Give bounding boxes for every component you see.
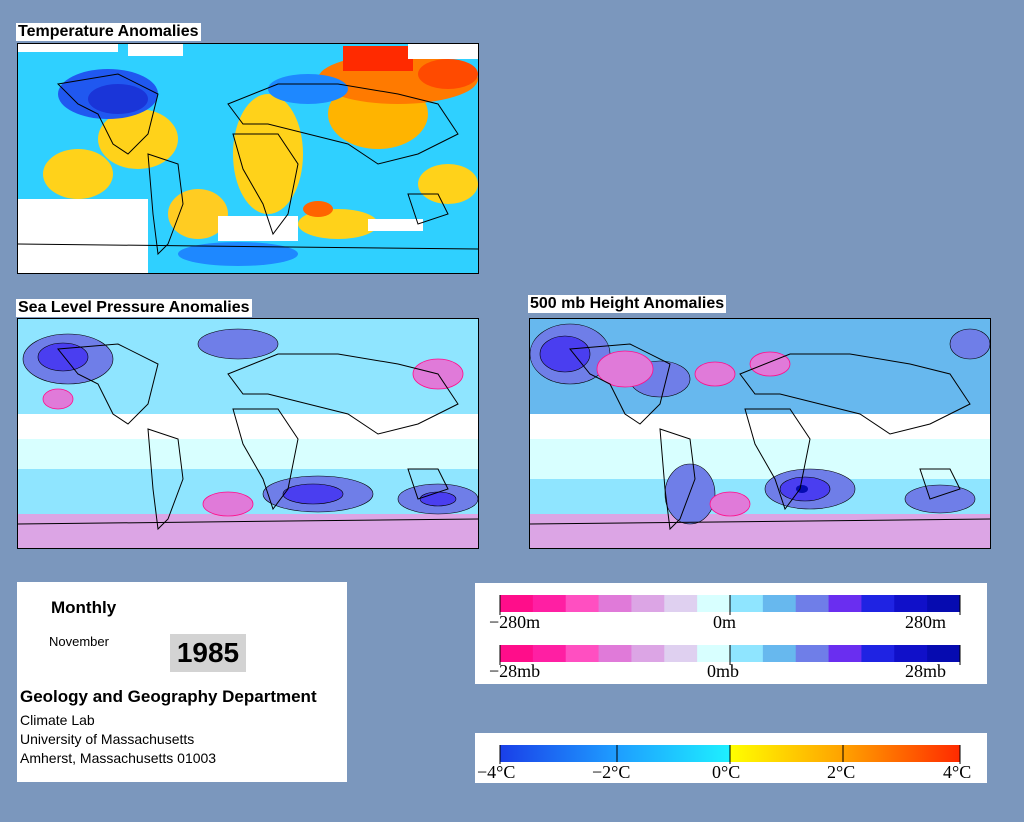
- color-swatch: [565, 645, 600, 662]
- year-label: 1985: [170, 634, 246, 672]
- temperature-anomaly-map: [17, 43, 479, 274]
- color-swatch: [697, 645, 731, 662]
- height-panel-title: 500 mb Height Anomalies: [528, 295, 727, 313]
- temperature-panel-title: Temperature Anomalies: [16, 23, 201, 41]
- color-swatch: [697, 595, 731, 612]
- color-swatch: [927, 595, 961, 612]
- pressure-scale-max: 28mb: [905, 661, 946, 681]
- temp-scale-t3: 0°C: [712, 762, 740, 782]
- color-swatch: [565, 595, 600, 612]
- color-swatch: [730, 595, 764, 612]
- color-swatch: [795, 645, 830, 662]
- height-scale-mid: 0m: [713, 612, 736, 632]
- period-label: Monthly: [51, 598, 117, 617]
- slp-panel-title: Sea Level Pressure Anomalies: [16, 299, 252, 317]
- color-swatch: [730, 645, 764, 662]
- height-color-bar: [499, 595, 961, 615]
- color-swatch: [631, 595, 665, 612]
- lab-label: Climate Lab: [20, 712, 95, 728]
- slp-map-graphic: [18, 319, 478, 548]
- height-scale-min: −280m: [489, 612, 540, 632]
- color-swatch: [631, 645, 665, 662]
- color-swatch: [664, 645, 698, 662]
- color-swatch: [927, 645, 961, 662]
- color-swatch: [762, 595, 797, 612]
- temperature-scale-legend: −4°C −2°C 0°C 2°C 4°C: [475, 733, 987, 783]
- university-label: University of Massachusetts: [20, 731, 195, 747]
- color-swatch: [500, 595, 534, 612]
- color-swatch: [664, 595, 698, 612]
- temp-scale-t1: −4°C: [477, 762, 515, 782]
- color-swatch: [894, 645, 928, 662]
- color-swatch: [828, 595, 862, 612]
- color-swatch: [828, 645, 862, 662]
- temperature-map-graphic: [18, 44, 478, 273]
- color-swatch: [598, 595, 632, 612]
- color-swatch: [762, 645, 797, 662]
- pressure-scale-min: −28mb: [489, 661, 540, 681]
- color-swatch: [532, 595, 567, 612]
- color-swatch: [894, 595, 928, 612]
- temp-scale-t2: −2°C: [592, 762, 630, 782]
- height-anomaly-map: [529, 318, 991, 549]
- info-box: Monthly November 1985 Geology and Geogra…: [17, 582, 347, 782]
- anomaly-scale-legend: −280m 0m 280m −28mb 0mb 28mb: [475, 583, 987, 684]
- temp-scale-t4: 2°C: [827, 762, 855, 782]
- slp-anomaly-map: [17, 318, 479, 549]
- pressure-color-bar: [499, 645, 961, 665]
- temp-scale-t5: 4°C: [943, 762, 971, 782]
- pressure-scale-mid: 0mb: [707, 661, 739, 681]
- department-label: Geology and Geography Department: [20, 687, 317, 706]
- color-swatch: [861, 645, 895, 662]
- address-label: Amherst, Massachusetts 01003: [20, 750, 217, 766]
- color-swatch: [598, 645, 632, 662]
- color-swatch: [500, 645, 534, 662]
- color-swatch: [861, 595, 895, 612]
- height-map-graphic: [530, 319, 990, 548]
- color-swatch: [795, 595, 830, 612]
- color-swatch: [532, 645, 567, 662]
- month-label: November: [49, 634, 109, 649]
- height-scale-max: 280m: [905, 612, 946, 632]
